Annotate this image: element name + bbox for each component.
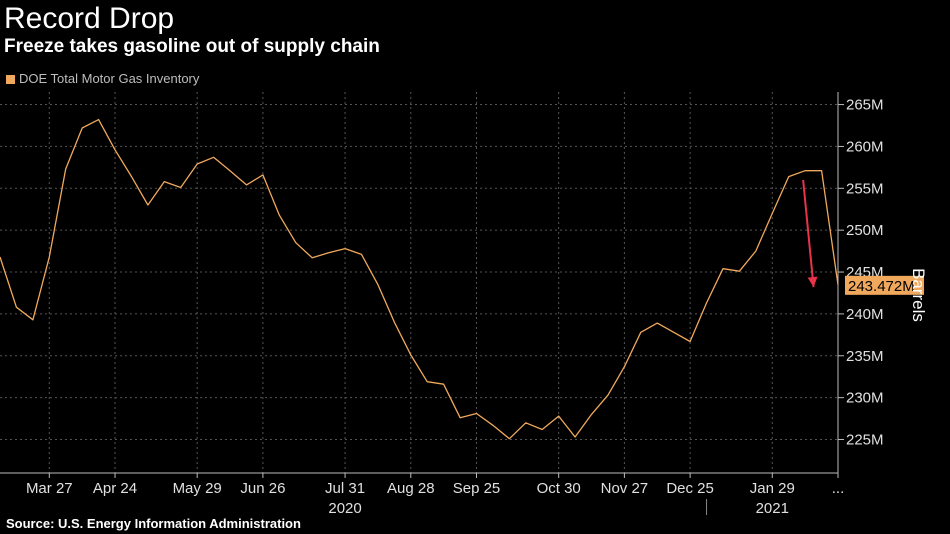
x-tick-label: Jul 31 <box>325 480 365 497</box>
annotations: 243.472M <box>802 179 924 295</box>
legend-label: DOE Total Motor Gas Inventory <box>19 71 200 86</box>
x-tick-label: Aug 28 <box>387 480 435 497</box>
x-tick-label: Oct 30 <box>537 480 581 497</box>
chart-subtitle: Freeze takes gasoline out of supply chai… <box>4 36 380 57</box>
legend: DOE Total Motor Gas Inventory <box>6 71 199 87</box>
x-tick-label: Jun 26 <box>240 480 285 497</box>
y-axis-label: Barrels <box>909 268 928 322</box>
y-tick-label: 250M <box>846 222 884 239</box>
y-tick-label: 255M <box>846 180 884 197</box>
series-line <box>0 118 839 440</box>
legend-swatch <box>6 74 15 84</box>
y-tick-label: 230M <box>846 390 884 407</box>
y-tick-label: 260M <box>846 138 884 155</box>
series <box>0 118 839 440</box>
y-tick-label: 240M <box>846 306 884 323</box>
x-tick-label: May 29 <box>173 480 222 497</box>
last-value-label: 243.472M <box>848 278 915 295</box>
source-note: Source: U.S. Energy Information Administ… <box>6 516 301 531</box>
x-tick-label: Sep 25 <box>453 480 501 497</box>
grid-lines <box>0 92 839 473</box>
y-tick-label: 265M <box>846 97 884 114</box>
x-tick-label: Mar 27 <box>26 480 73 497</box>
last-value-box <box>845 275 924 295</box>
x-axis-ticks: Mar 27 Apr 24 May 29 Jun 26 Jul 31 Aug 28 Sep … <box>26 473 844 497</box>
y-tick-label: 225M <box>846 432 884 449</box>
x-tick-label: Apr 24 <box>93 480 137 497</box>
year-label: 2020 <box>328 500 361 517</box>
x-tick-label: Dec 25 <box>666 480 714 497</box>
year-label: 2021 <box>756 500 789 517</box>
x-tick-label: ... <box>832 480 845 497</box>
y-tick-label: 235M <box>846 348 884 365</box>
drop-arrow-shaft <box>802 179 815 288</box>
axes <box>0 92 839 474</box>
chart-title: Record Drop <box>4 2 175 35</box>
x-tick-label: Nov 27 <box>601 480 649 497</box>
drop-arrow-head <box>807 276 818 288</box>
year-labels: 2020 2021 <box>328 499 789 517</box>
x-tick-label: Jan 29 <box>750 480 795 497</box>
